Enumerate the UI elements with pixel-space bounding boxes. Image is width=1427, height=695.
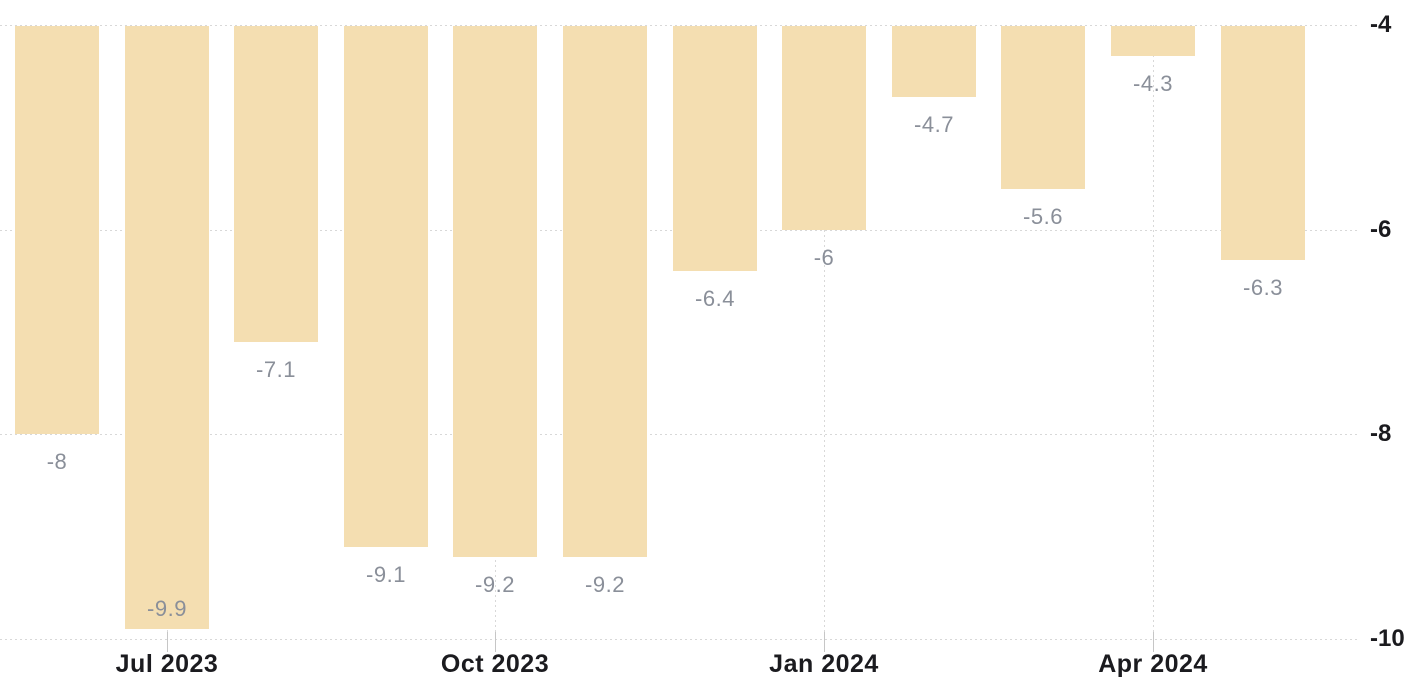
bar[interactable] — [892, 26, 976, 97]
bar-data-label: -8 — [46, 449, 68, 474]
bar-data-label: -9.2 — [585, 572, 625, 597]
bar[interactable] — [563, 26, 647, 558]
x-axis-tick-mark — [824, 632, 825, 652]
bar-data-label: -9.1 — [366, 562, 406, 587]
bar-data-label: -7.1 — [256, 357, 296, 382]
bar[interactable] — [15, 26, 99, 435]
bar[interactable] — [1001, 26, 1085, 189]
x-axis-tick-label: Apr 2024 — [1098, 650, 1208, 678]
x-grid-line — [824, 25, 825, 639]
x-axis-line — [0, 639, 1360, 640]
x-axis-tick-label: Oct 2023 — [440, 650, 550, 678]
bar[interactable] — [782, 26, 866, 230]
x-axis-tick-mark — [167, 632, 168, 652]
x-axis-tick-label: Jan 2024 — [769, 650, 879, 678]
bar-data-label: -9.2 — [475, 572, 515, 597]
bar[interactable] — [234, 26, 318, 343]
y-axis-tick-label: -4 — [1370, 11, 1392, 38]
x-grid-line — [1153, 25, 1154, 639]
bar-data-label: -6.4 — [695, 286, 735, 311]
bar-data-label: -5.6 — [1023, 204, 1063, 229]
bar[interactable] — [1221, 26, 1305, 261]
y-axis-tick-label: -8 — [1370, 420, 1392, 447]
bar-data-label: -4.3 — [1133, 71, 1173, 96]
x-axis-tick-label: Jul 2023 — [115, 650, 219, 678]
bar-data-label: -9.9 — [147, 596, 187, 621]
bar-data-label: -4.7 — [914, 112, 954, 137]
bar[interactable] — [453, 26, 537, 558]
y-axis-tick-label: -6 — [1370, 216, 1392, 243]
y-grid-line — [0, 25, 1360, 26]
bar-data-label: -6.3 — [1243, 275, 1283, 300]
bar[interactable] — [673, 26, 757, 271]
y-axis-tick-label: -10 — [1370, 625, 1405, 652]
x-axis-tick-mark — [495, 632, 496, 652]
bar[interactable] — [344, 26, 428, 547]
bar-data-label: -6 — [813, 245, 835, 270]
bar[interactable] — [1111, 26, 1195, 56]
x-axis-tick-mark — [1153, 632, 1154, 652]
bar[interactable] — [125, 26, 209, 629]
y-grid-line — [0, 434, 1360, 436]
